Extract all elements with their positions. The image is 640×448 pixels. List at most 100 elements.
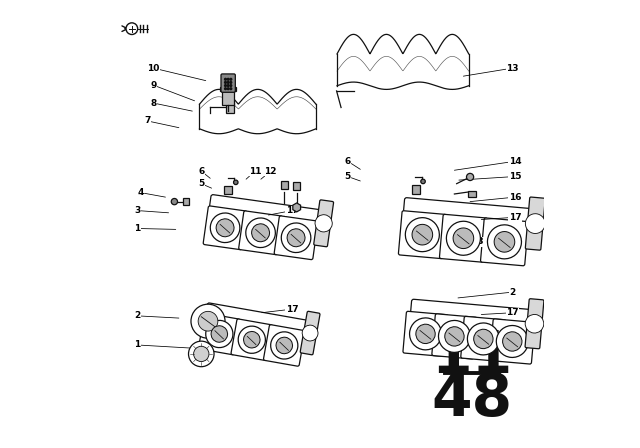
Circle shape (467, 323, 499, 355)
Bar (224, 186, 232, 194)
FancyBboxPatch shape (399, 211, 446, 258)
Circle shape (230, 85, 232, 86)
Circle shape (282, 223, 311, 253)
FancyBboxPatch shape (239, 211, 282, 254)
FancyBboxPatch shape (314, 200, 333, 247)
Bar (220, 87, 236, 91)
Circle shape (126, 23, 138, 34)
FancyBboxPatch shape (231, 319, 273, 361)
Circle shape (246, 218, 275, 248)
Text: 9: 9 (150, 81, 195, 101)
FancyBboxPatch shape (300, 311, 320, 355)
Circle shape (453, 228, 474, 249)
Circle shape (416, 324, 435, 344)
Text: 1: 1 (134, 224, 176, 233)
Circle shape (216, 219, 234, 237)
Text: 12: 12 (261, 167, 277, 179)
Circle shape (211, 213, 240, 242)
Bar (468, 191, 476, 197)
Text: 18: 18 (445, 334, 461, 345)
Circle shape (238, 326, 266, 353)
Circle shape (172, 198, 177, 205)
Circle shape (225, 82, 227, 83)
FancyBboxPatch shape (490, 319, 535, 364)
Circle shape (474, 329, 493, 349)
FancyBboxPatch shape (525, 197, 545, 250)
Circle shape (276, 337, 292, 353)
Circle shape (225, 85, 227, 86)
Circle shape (252, 224, 269, 242)
Circle shape (446, 221, 481, 255)
Text: 17: 17 (262, 305, 298, 314)
Circle shape (525, 314, 544, 333)
Circle shape (227, 85, 229, 86)
FancyBboxPatch shape (432, 314, 477, 359)
Circle shape (211, 326, 228, 342)
Bar (184, 198, 189, 205)
Circle shape (234, 180, 238, 185)
Circle shape (194, 346, 209, 362)
Circle shape (488, 225, 522, 259)
Circle shape (191, 304, 225, 338)
FancyBboxPatch shape (274, 216, 318, 259)
FancyBboxPatch shape (204, 206, 247, 250)
Text: 7: 7 (145, 116, 179, 128)
Circle shape (494, 232, 515, 252)
Bar (293, 182, 300, 190)
Circle shape (205, 320, 233, 348)
Bar (280, 181, 288, 189)
Circle shape (497, 326, 528, 358)
Text: 2: 2 (134, 311, 179, 320)
FancyBboxPatch shape (403, 311, 448, 357)
Circle shape (189, 341, 214, 366)
FancyBboxPatch shape (410, 299, 532, 337)
Text: 17: 17 (269, 206, 298, 215)
Text: 14: 14 (454, 157, 521, 170)
Circle shape (315, 215, 332, 232)
Text: 13: 13 (463, 64, 519, 76)
Text: 8: 8 (150, 99, 192, 111)
Circle shape (445, 327, 464, 346)
Text: 11: 11 (432, 327, 513, 385)
Text: 6: 6 (198, 167, 210, 178)
Circle shape (302, 325, 318, 341)
Text: 17: 17 (481, 213, 521, 222)
Circle shape (227, 88, 229, 90)
Text: 4: 4 (138, 188, 165, 197)
Bar (412, 185, 420, 194)
Text: 17: 17 (481, 308, 519, 317)
Circle shape (287, 229, 305, 247)
Circle shape (198, 311, 218, 331)
Circle shape (421, 179, 425, 184)
Circle shape (525, 214, 545, 233)
Bar (222, 90, 234, 105)
Circle shape (244, 332, 260, 348)
Circle shape (227, 82, 229, 83)
FancyBboxPatch shape (198, 313, 240, 355)
FancyBboxPatch shape (204, 303, 309, 344)
Text: 16: 16 (470, 193, 521, 202)
Circle shape (410, 318, 442, 350)
FancyBboxPatch shape (221, 74, 236, 92)
FancyBboxPatch shape (481, 218, 529, 266)
Text: 18: 18 (470, 237, 483, 246)
Circle shape (227, 78, 229, 80)
Circle shape (412, 224, 433, 245)
Text: 5: 5 (198, 179, 212, 188)
Circle shape (271, 332, 298, 359)
Text: 6: 6 (345, 157, 360, 169)
Text: 2: 2 (458, 288, 516, 298)
Text: 11: 11 (246, 167, 261, 179)
Circle shape (225, 78, 227, 80)
Circle shape (502, 332, 522, 351)
FancyBboxPatch shape (264, 325, 305, 366)
Circle shape (225, 88, 227, 90)
Text: 48: 48 (432, 371, 513, 428)
Circle shape (438, 320, 470, 353)
FancyBboxPatch shape (525, 299, 544, 349)
FancyBboxPatch shape (440, 214, 487, 262)
Text: 5: 5 (345, 172, 360, 181)
Circle shape (467, 173, 474, 181)
Text: 3: 3 (134, 206, 168, 215)
Text: 1: 1 (134, 340, 199, 349)
